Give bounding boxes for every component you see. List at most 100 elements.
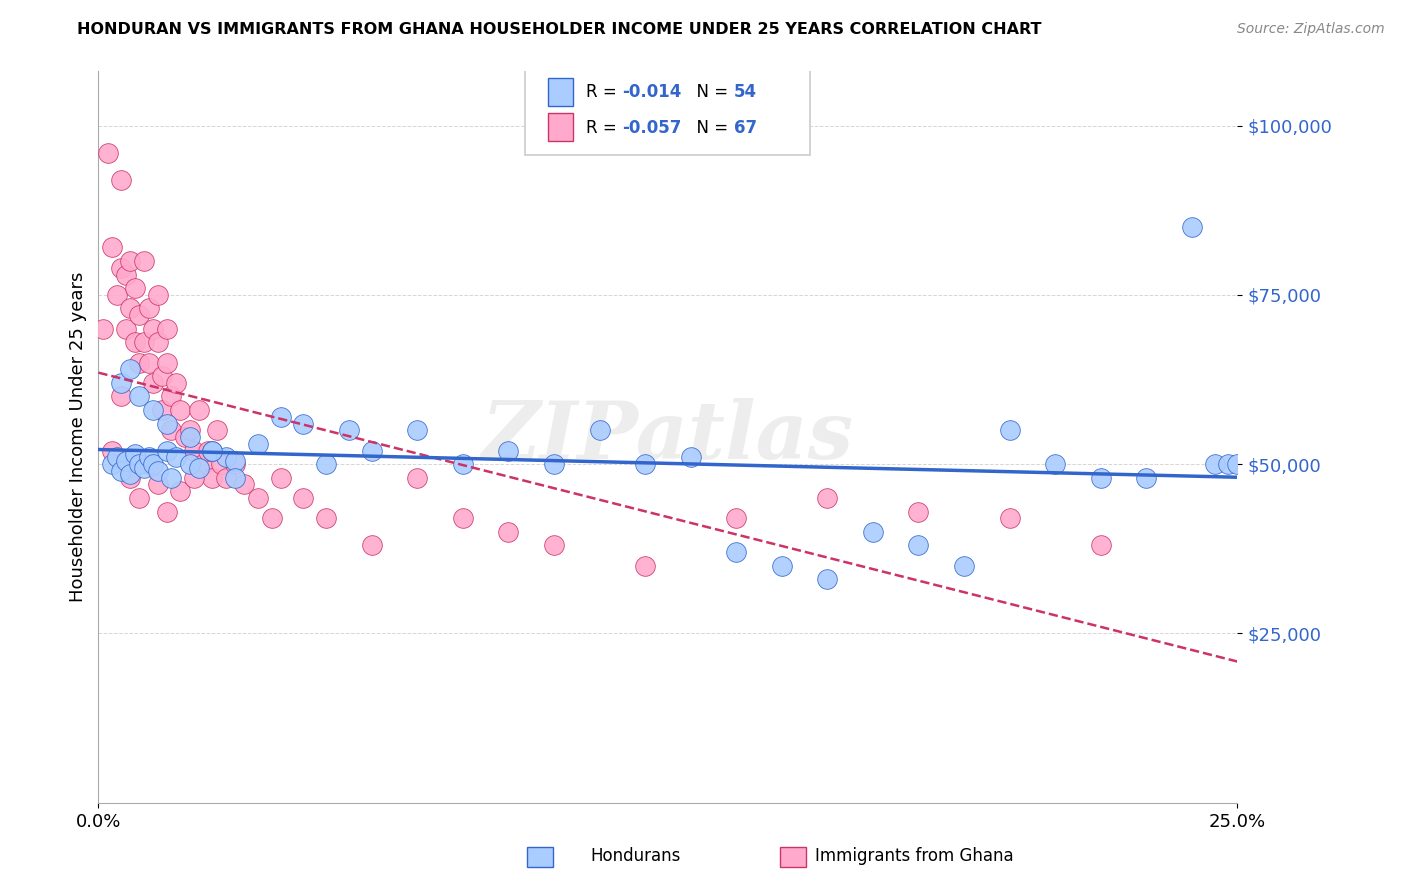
Point <box>1218 457 1240 471</box>
Point <box>124 447 146 461</box>
Point <box>138 457 160 471</box>
Point <box>128 491 150 505</box>
Point <box>91 322 114 336</box>
Point <box>634 457 657 471</box>
FancyBboxPatch shape <box>548 113 574 141</box>
Text: N =: N = <box>686 83 734 101</box>
Point <box>201 443 224 458</box>
Point <box>270 409 292 424</box>
Point <box>105 450 128 465</box>
Point <box>114 322 136 336</box>
Point <box>110 389 132 403</box>
Point <box>725 511 748 525</box>
Point <box>138 355 160 369</box>
Point <box>193 457 215 471</box>
Point <box>128 355 150 369</box>
Point <box>634 558 657 573</box>
Point <box>224 471 246 485</box>
Point <box>179 423 201 437</box>
Point <box>998 423 1021 437</box>
Point <box>169 403 191 417</box>
Y-axis label: Householder Income Under 25 years: Householder Income Under 25 years <box>69 272 87 602</box>
Point <box>110 464 132 478</box>
Point <box>165 450 187 465</box>
Point <box>360 538 382 552</box>
Text: R =: R = <box>586 83 621 101</box>
Point <box>132 335 155 350</box>
Point <box>142 376 165 390</box>
Point <box>120 467 142 482</box>
Point <box>146 477 169 491</box>
Point <box>142 322 165 336</box>
Text: -0.057: -0.057 <box>623 120 682 137</box>
Point <box>132 254 155 268</box>
Point <box>101 457 124 471</box>
Point <box>156 417 179 431</box>
Point <box>201 471 224 485</box>
Point <box>215 471 238 485</box>
Point <box>183 443 205 458</box>
Point <box>128 457 150 471</box>
Point <box>315 457 337 471</box>
Point <box>201 443 224 458</box>
Point <box>360 443 382 458</box>
Point <box>142 457 165 471</box>
Point <box>146 464 169 478</box>
Point <box>292 417 315 431</box>
Point <box>907 538 929 552</box>
Point <box>1090 471 1112 485</box>
Point <box>128 389 150 403</box>
Point <box>187 460 209 475</box>
Point <box>406 471 429 485</box>
Text: R =: R = <box>586 120 621 137</box>
Point <box>260 511 283 525</box>
Text: -0.014: -0.014 <box>623 83 682 101</box>
Point <box>110 260 132 275</box>
Point <box>156 505 179 519</box>
Point <box>1226 457 1249 471</box>
Point <box>174 430 197 444</box>
Point <box>233 477 256 491</box>
Point <box>451 511 474 525</box>
Point <box>138 301 160 316</box>
Point <box>725 545 748 559</box>
Point <box>337 423 360 437</box>
Point <box>1181 220 1204 235</box>
FancyBboxPatch shape <box>548 78 574 106</box>
Point <box>215 450 238 465</box>
Point <box>1135 471 1157 485</box>
Point <box>998 511 1021 525</box>
Text: N =: N = <box>686 120 734 137</box>
Point <box>815 572 838 586</box>
Point <box>179 430 201 444</box>
Point <box>124 281 146 295</box>
Point <box>907 505 929 519</box>
Point <box>101 443 124 458</box>
Point <box>543 538 565 552</box>
Point <box>150 369 173 384</box>
Point <box>124 335 146 350</box>
Point <box>160 389 183 403</box>
Point <box>1090 538 1112 552</box>
Point <box>224 454 246 468</box>
Point <box>209 457 232 471</box>
Point <box>120 254 142 268</box>
Point <box>110 172 132 186</box>
Point <box>96 145 118 160</box>
Point <box>179 457 201 471</box>
Point <box>120 301 142 316</box>
Point <box>679 450 702 465</box>
Point <box>105 288 128 302</box>
Point <box>588 423 610 437</box>
Text: ZIPatlas: ZIPatlas <box>482 399 853 475</box>
Point <box>150 403 173 417</box>
Text: Source: ZipAtlas.com: Source: ZipAtlas.com <box>1237 22 1385 37</box>
Point <box>815 491 838 505</box>
Point <box>142 403 165 417</box>
Point <box>862 524 884 539</box>
Point <box>246 491 269 505</box>
Point <box>1043 457 1066 471</box>
Point <box>953 558 976 573</box>
Point <box>146 288 169 302</box>
Text: 54: 54 <box>734 83 756 101</box>
